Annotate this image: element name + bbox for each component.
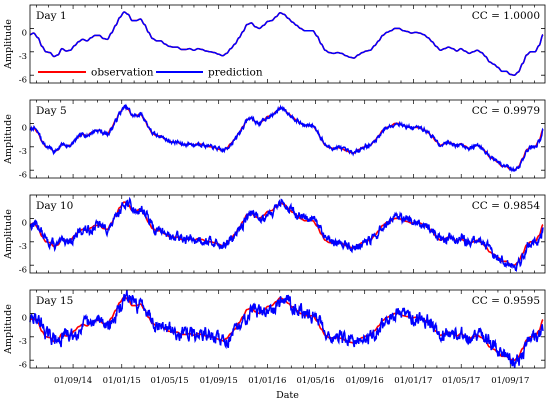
series-line-observation bbox=[29, 106, 544, 172]
plot-frame bbox=[29, 194, 546, 274]
x-tick-label: 01/05/16 bbox=[297, 376, 335, 386]
series-line-prediction bbox=[29, 11, 544, 76]
legend-label-prediction: prediction bbox=[208, 67, 263, 79]
cc-annotation: CC = 0.9979 bbox=[472, 105, 540, 117]
panel-day-5: 0 -3 -6 Amplitude Day 5 CC = 0.9979 bbox=[3, 99, 546, 180]
series-line-prediction bbox=[29, 196, 544, 273]
ticks-layer bbox=[30, 5, 545, 83]
ticks-layer bbox=[30, 100, 545, 178]
y-tick-label: 0 bbox=[22, 29, 27, 39]
x-tick-label: 01/05/15 bbox=[151, 376, 189, 386]
series-layer bbox=[29, 196, 544, 273]
panel-title: Day 10 bbox=[36, 200, 73, 212]
y-tick-label: -6 bbox=[19, 265, 27, 275]
panel-day-1: 0 -3 -6 Amplitude Day 1 CC = 1.0000 obse… bbox=[3, 4, 546, 85]
x-tick-labels: 01/09/14 01/01/15 01/05/15 01/09/15 01/01/16… bbox=[54, 376, 529, 386]
y-tick-label: 0 bbox=[22, 124, 27, 134]
y-tick-label: 0 bbox=[22, 219, 27, 229]
cc-annotation: CC = 0.9595 bbox=[472, 295, 540, 307]
y-tick-label: -6 bbox=[19, 170, 27, 180]
series-line-prediction bbox=[29, 289, 544, 369]
panel-day-10: 0 -3 -6 Amplitude Day 10 CC = 0.9854 bbox=[3, 194, 546, 275]
plot-frame bbox=[29, 4, 546, 84]
x-tick-label: 01/05/17 bbox=[442, 376, 480, 386]
y-axis-label: Amplitude bbox=[3, 209, 14, 260]
series-layer bbox=[29, 11, 544, 77]
plot-frame bbox=[29, 289, 546, 369]
x-axis-label: Date bbox=[276, 390, 299, 401]
y-tick-label: 0 bbox=[22, 314, 27, 324]
series-layer bbox=[29, 103, 544, 173]
cc-annotation: CC = 1.0000 bbox=[472, 10, 540, 22]
x-tick-label: 01/09/15 bbox=[200, 376, 238, 386]
y-tick-label: -3 bbox=[19, 337, 27, 347]
panel-title: Day 1 bbox=[36, 10, 67, 22]
series-layer bbox=[29, 289, 544, 369]
y-tick-label: -3 bbox=[19, 242, 27, 252]
y-tick-label: -6 bbox=[19, 75, 27, 85]
cc-annotation: CC = 0.9854 bbox=[472, 200, 541, 212]
y-axis-label: Amplitude bbox=[3, 114, 14, 165]
panel-title: Day 5 bbox=[36, 105, 67, 117]
legend-label-observation: observation bbox=[91, 67, 154, 79]
series-line-observation bbox=[29, 296, 544, 362]
x-tick-label: 01/09/16 bbox=[346, 376, 384, 386]
panel-day-15: 0 -3 -6 Amplitude Day 15 CC = 0.9595 01/… bbox=[3, 289, 546, 401]
y-axis-label: Amplitude bbox=[3, 19, 14, 70]
ticks-layer bbox=[30, 195, 545, 273]
y-tick-label: -6 bbox=[19, 360, 27, 370]
y-tick-label: -3 bbox=[19, 147, 27, 157]
x-tick-label: 01/01/17 bbox=[394, 376, 432, 386]
x-tick-label: 01/09/14 bbox=[54, 376, 92, 386]
panel-title: Day 15 bbox=[36, 295, 73, 307]
y-axis-label: Amplitude bbox=[3, 304, 14, 355]
x-tick-label: 01/09/17 bbox=[491, 376, 529, 386]
ticks-layer bbox=[30, 290, 545, 368]
y-tick-label: -3 bbox=[19, 52, 27, 62]
legend: observation prediction bbox=[38, 67, 263, 79]
x-tick-label: 01/01/15 bbox=[103, 376, 141, 386]
x-tick-label: 01/01/16 bbox=[248, 376, 286, 386]
plot-frame bbox=[29, 99, 546, 179]
series-line-prediction bbox=[29, 103, 544, 173]
